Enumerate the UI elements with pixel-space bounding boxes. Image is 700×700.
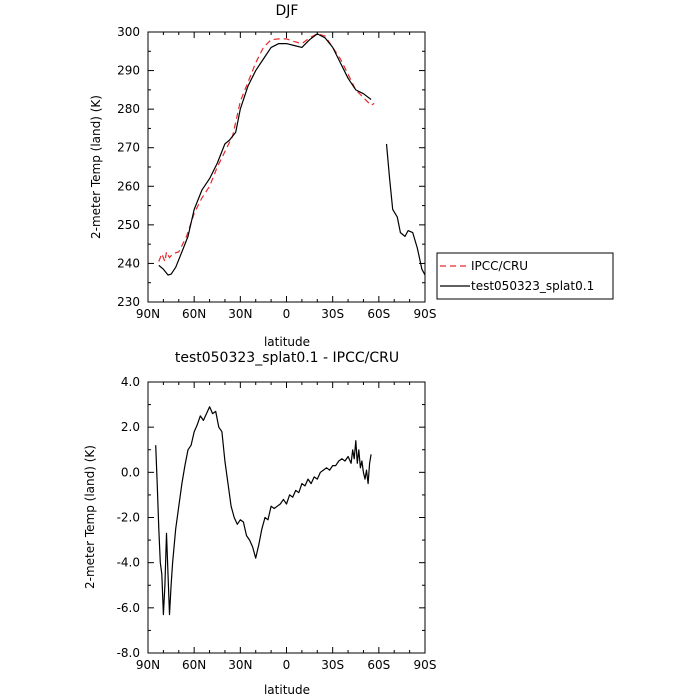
x-tick-label: 60S: [367, 658, 390, 672]
y-tick-label: 230: [117, 295, 140, 309]
x-tick-label: 90N: [136, 307, 160, 321]
y-tick-label: 250: [117, 218, 140, 232]
series-line-1: [158, 33, 372, 276]
y-tick-label: -8.0: [117, 646, 140, 660]
y-tick-label: 270: [117, 141, 140, 155]
legend-box: [436, 252, 614, 300]
legend-label-test: test050323_splat0.1: [471, 279, 594, 293]
y-tick-label: 0.0: [121, 465, 140, 479]
y-tick-label: 4.0: [121, 375, 140, 389]
x-tick-label: 90S: [414, 307, 437, 321]
bottom-series: [155, 406, 372, 616]
x-tick-label: 60N: [182, 658, 206, 672]
y-tick-label: -2.0: [117, 511, 140, 525]
y-tick-label: -6.0: [117, 601, 140, 615]
y-tick-label: 2.0: [121, 420, 140, 434]
x-tick-label: 60S: [367, 307, 390, 321]
series-line-1: [385, 143, 426, 276]
top-plot-frame: [147, 31, 426, 303]
y-tick-label: 300: [117, 25, 140, 39]
x-tick-label: 30N: [228, 658, 252, 672]
y-tick-label: 280: [117, 102, 140, 116]
bottom-ticks: 90N 60N 30N 0 30S 60S 90S -8.0 -6.0 -4.0 -2.0 0.0 2.…: [117, 375, 437, 672]
y-tick-label: 290: [117, 64, 140, 78]
x-tick-label: 0: [283, 307, 291, 321]
legend-label-ipcc-cru: IPCC/CRU: [471, 259, 528, 273]
top-series: [158, 33, 426, 276]
y-tick-label: -4.0: [117, 556, 140, 570]
y-tick-label: 260: [117, 179, 140, 193]
bottom-y-axis-label: 2-meter Temp (land) (K): [83, 445, 97, 589]
series-line-0: [158, 33, 375, 263]
top-panel: DJF 90N 60N 30N 0 30S 60S 90S 230 240 250 260 270 28…: [89, 3, 436, 349]
bottom-plot-frame: [147, 381, 426, 654]
legend: IPCC/CRU test050323_splat0.1: [436, 252, 614, 300]
x-tick-label: 60N: [182, 307, 206, 321]
x-tick-label: 0: [283, 658, 291, 672]
x-tick-label: 30S: [321, 658, 344, 672]
x-tick-label: 30S: [321, 307, 344, 321]
top-x-axis-label: latitude: [264, 335, 310, 349]
x-tick-label: 90N: [136, 658, 160, 672]
top-y-axis-label: 2-meter Temp (land) (K): [89, 95, 103, 239]
bottom-panel: test050323_splat0.1 - IPCC/CRU 90N 60N 30N…: [83, 350, 436, 697]
x-tick-label: 30N: [228, 307, 252, 321]
top-chart-title: DJF: [276, 3, 299, 19]
bottom-x-axis-label: latitude: [264, 683, 310, 697]
x-tick-label: 90S: [414, 658, 437, 672]
bottom-chart-title: test050323_splat0.1 - IPCC/CRU: [175, 350, 399, 366]
series-line-0: [155, 406, 372, 616]
y-tick-label: 240: [117, 256, 140, 270]
top-ticks: 90N 60N 30N 0 30S 60S 90S 230 240 250 260 270 280 290…: [117, 25, 436, 321]
